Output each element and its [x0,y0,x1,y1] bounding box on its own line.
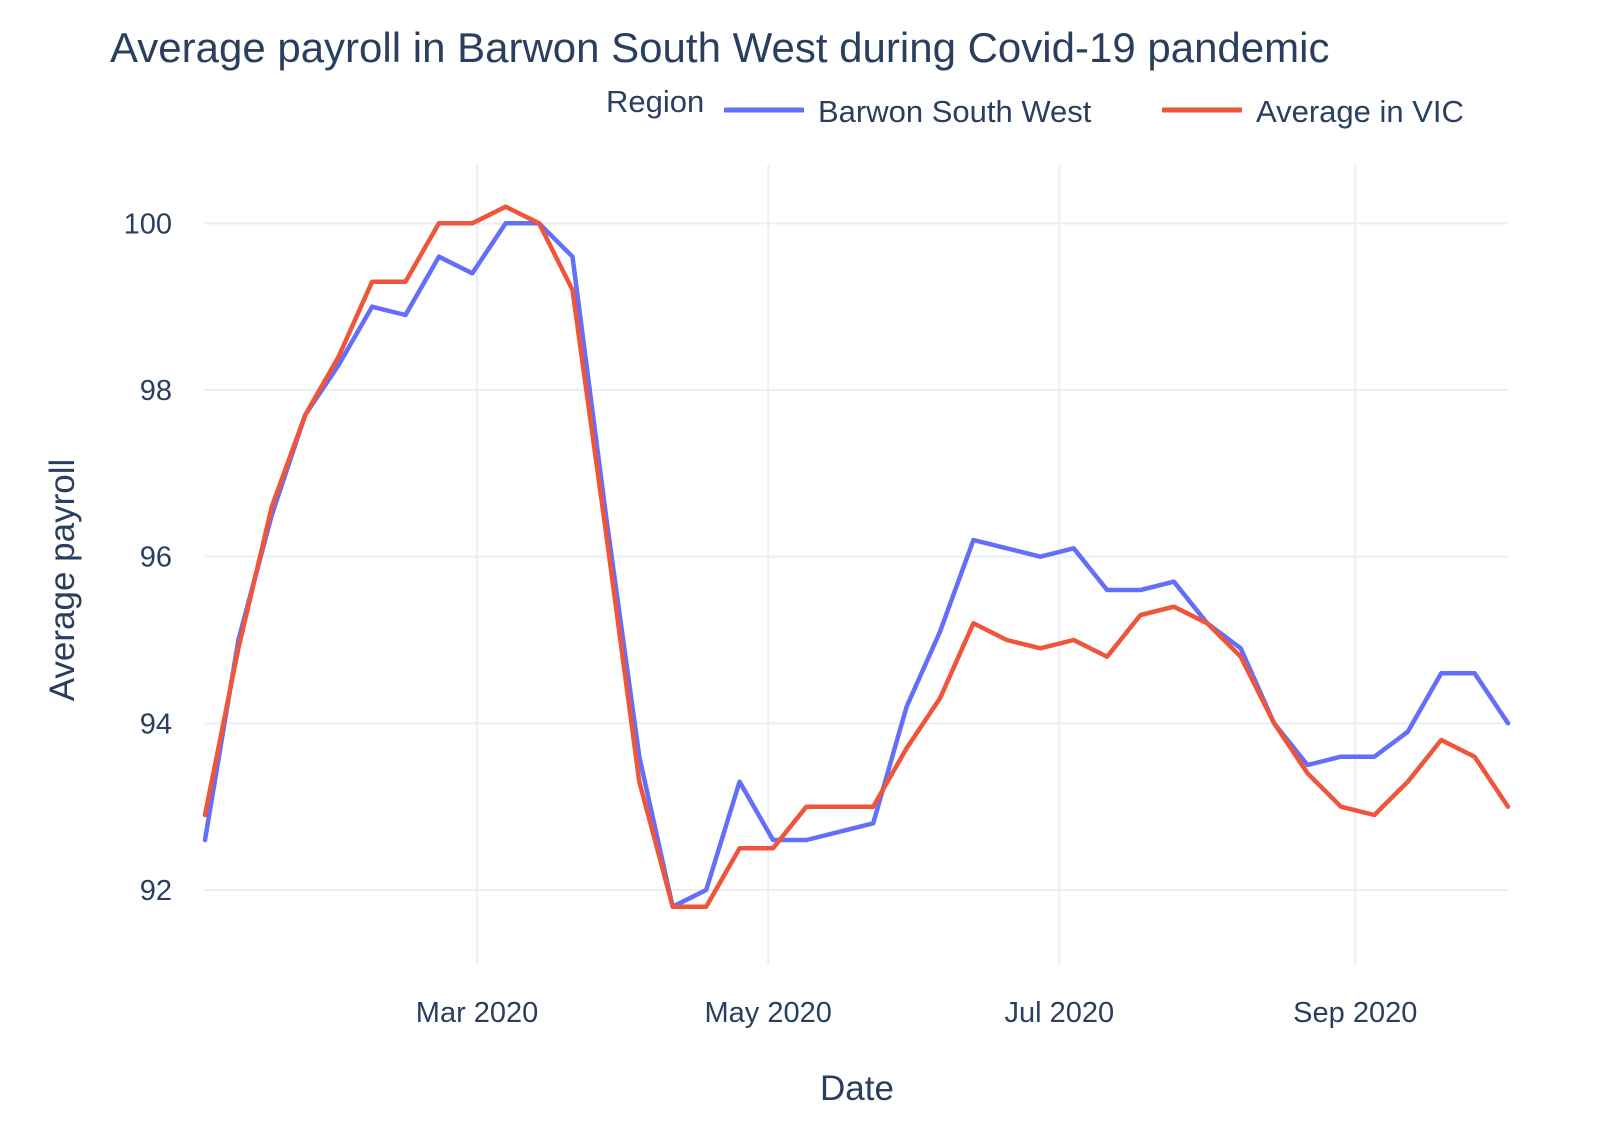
series-line-barwon[interactable] [202,221,1511,909]
legend: Region Barwon South West Average in VIC [606,84,1464,129]
y-gridlines [205,222,1508,891]
y-tick-label: 92 [140,875,172,907]
y-tick-label: 96 [140,542,172,574]
y-axis-title: Average payroll [43,459,82,702]
legend-label-barwon[interactable]: Barwon South West [818,94,1092,129]
x-axis-title: Date [820,1069,894,1108]
x-tick-label: Sep 2020 [1293,997,1417,1029]
x-tick-label: Mar 2020 [416,997,539,1029]
chart-title: Average payroll in Barwon South West dur… [110,24,1329,71]
legend-title: Region [606,84,704,119]
y-tick-label: 98 [140,375,172,407]
series-line-vic[interactable] [202,204,1511,909]
y-tick-label: 94 [140,708,172,740]
x-tick-label: Jul 2020 [1005,997,1115,1029]
legend-label-vic[interactable]: Average in VIC [1256,94,1464,129]
series-lines [202,204,1511,909]
x-tick-labels: Mar 2020 May 2020 Jul 2020 Sep 2020 [416,997,1418,1029]
x-tick-label: May 2020 [705,997,832,1029]
y-tick-labels: 92 94 96 98 100 [124,208,172,907]
y-tick-label: 100 [124,208,172,240]
